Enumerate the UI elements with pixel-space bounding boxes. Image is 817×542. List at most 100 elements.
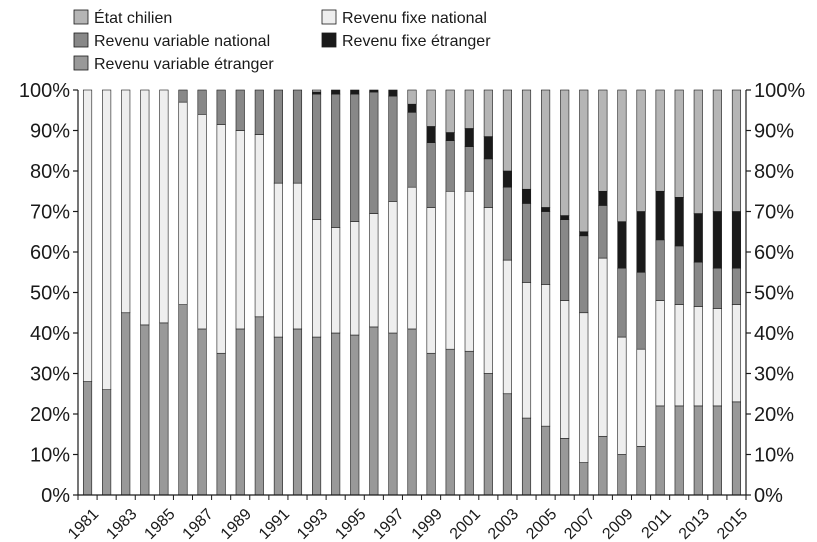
bar-segment <box>636 271 646 350</box>
bar-segment <box>292 89 303 184</box>
bar-segment <box>254 134 264 318</box>
bar-segment <box>369 213 379 328</box>
bar-segment <box>712 89 722 212</box>
bar-segment <box>598 257 608 437</box>
bar-segment <box>254 316 264 496</box>
x-tick-label: 1991 <box>256 506 293 542</box>
bar-segment <box>178 304 188 496</box>
y-tick-label-left: 30% <box>30 364 70 386</box>
bar-segment <box>82 89 93 382</box>
bar-segment <box>674 405 684 496</box>
bar-segment <box>197 328 207 496</box>
bar-segment <box>350 334 360 496</box>
bar-segment <box>560 215 570 220</box>
bar-segment <box>426 207 436 354</box>
bar-segment <box>426 126 436 143</box>
bar-segment <box>483 89 493 137</box>
bar-segment <box>617 89 627 222</box>
bar-segment <box>102 89 112 391</box>
bar-segment <box>197 114 207 330</box>
bar-segment <box>502 393 512 496</box>
bar-segment <box>731 89 742 212</box>
bar-segment <box>407 186 417 330</box>
legend-label: Revenu fixe étranger <box>342 33 491 50</box>
bar-segment <box>560 219 570 301</box>
bar-segment <box>655 89 665 192</box>
legend: État chilien Revenu fixe national Revenu v… <box>73 8 491 73</box>
bar-segment <box>102 389 112 496</box>
legend-label: Revenu fixe national <box>342 10 487 27</box>
y-tick-label-left: 40% <box>30 323 70 345</box>
bar-segment <box>502 170 512 188</box>
y-tick-label-right: 50% <box>754 283 794 305</box>
y-tick-label-right: 60% <box>754 242 794 264</box>
bar-segment <box>445 89 455 133</box>
bar-segment <box>312 93 322 220</box>
bar-segment <box>693 405 703 496</box>
bar-segment <box>350 89 360 95</box>
bar-segment <box>312 89 322 93</box>
bar-segment <box>388 332 398 496</box>
bar-segment <box>636 348 646 447</box>
x-tick-label: 2011 <box>639 506 675 542</box>
bar-segment <box>674 245 684 305</box>
bar-segment <box>712 267 722 310</box>
bar-segment <box>579 231 589 237</box>
legend-label: Revenu variable étranger <box>94 56 274 73</box>
legend-swatch <box>73 9 89 25</box>
bar-segment <box>541 89 551 208</box>
bar-segment <box>579 462 589 496</box>
bar-segment <box>617 267 627 338</box>
x-tick-label: 1981 <box>65 506 102 542</box>
bar-segment <box>292 328 303 496</box>
bar-segment <box>579 312 589 463</box>
bar-segment <box>560 437 570 496</box>
bar-segment <box>731 401 742 496</box>
bar-segment <box>216 352 226 496</box>
bar-segment <box>521 282 532 419</box>
y-tick-label-left: 10% <box>30 445 70 467</box>
bar-segment <box>426 352 436 496</box>
x-tick-label: 2005 <box>523 506 560 542</box>
bar-segment <box>712 211 722 269</box>
y-tick-label-left: 90% <box>30 121 70 143</box>
bar-segment <box>579 235 589 314</box>
y-tick-label-left: 80% <box>30 161 70 183</box>
bar-segment <box>483 136 493 160</box>
bar-segment <box>541 425 551 496</box>
bar-segment <box>712 308 722 407</box>
bar-segment <box>445 132 455 141</box>
bar-segment <box>407 103 417 113</box>
bar-segment <box>426 89 436 127</box>
bar-segment <box>693 89 703 214</box>
x-axis: 1981 1983 1985 1987 1989 1991 1993 1995 1997 1999… <box>65 494 751 542</box>
bar-segment <box>159 89 169 324</box>
bar-segment <box>541 211 551 285</box>
bar-segment <box>388 89 398 97</box>
bar-segment <box>693 306 703 407</box>
bar-segment <box>617 221 627 269</box>
x-tick-label: 1989 <box>218 506 255 542</box>
y-tick-label-right: 0% <box>754 485 783 507</box>
legend-swatch <box>73 55 89 71</box>
legend-label: État chilien <box>94 8 172 27</box>
bar-segment <box>502 186 512 261</box>
y-axis-left: 0% 10% 20% 30% 40% 50% 60% 70% 80% 90% 100% <box>19 80 79 507</box>
bar-segment <box>731 304 742 403</box>
bar-segment <box>502 259 512 395</box>
bar-segment <box>464 128 474 148</box>
y-axis-right: 0% 10% 20% 30% 40% 50% 60% 70% 80% 90% 100% <box>745 80 805 507</box>
legend-label: Revenu variable national <box>94 33 270 50</box>
bar-segment <box>178 89 188 103</box>
y-tick-label-left: 20% <box>30 404 70 426</box>
bar-segment <box>331 89 341 95</box>
bar-segment <box>483 158 493 208</box>
bar-segment <box>636 89 646 212</box>
bar-segment <box>464 190 474 352</box>
x-tick-label: 1987 <box>180 506 217 542</box>
y-tick-label-left: 100% <box>19 80 70 102</box>
bar-segment <box>541 284 551 427</box>
y-tick-label-right: 70% <box>754 202 794 224</box>
bar-segment <box>655 190 665 241</box>
